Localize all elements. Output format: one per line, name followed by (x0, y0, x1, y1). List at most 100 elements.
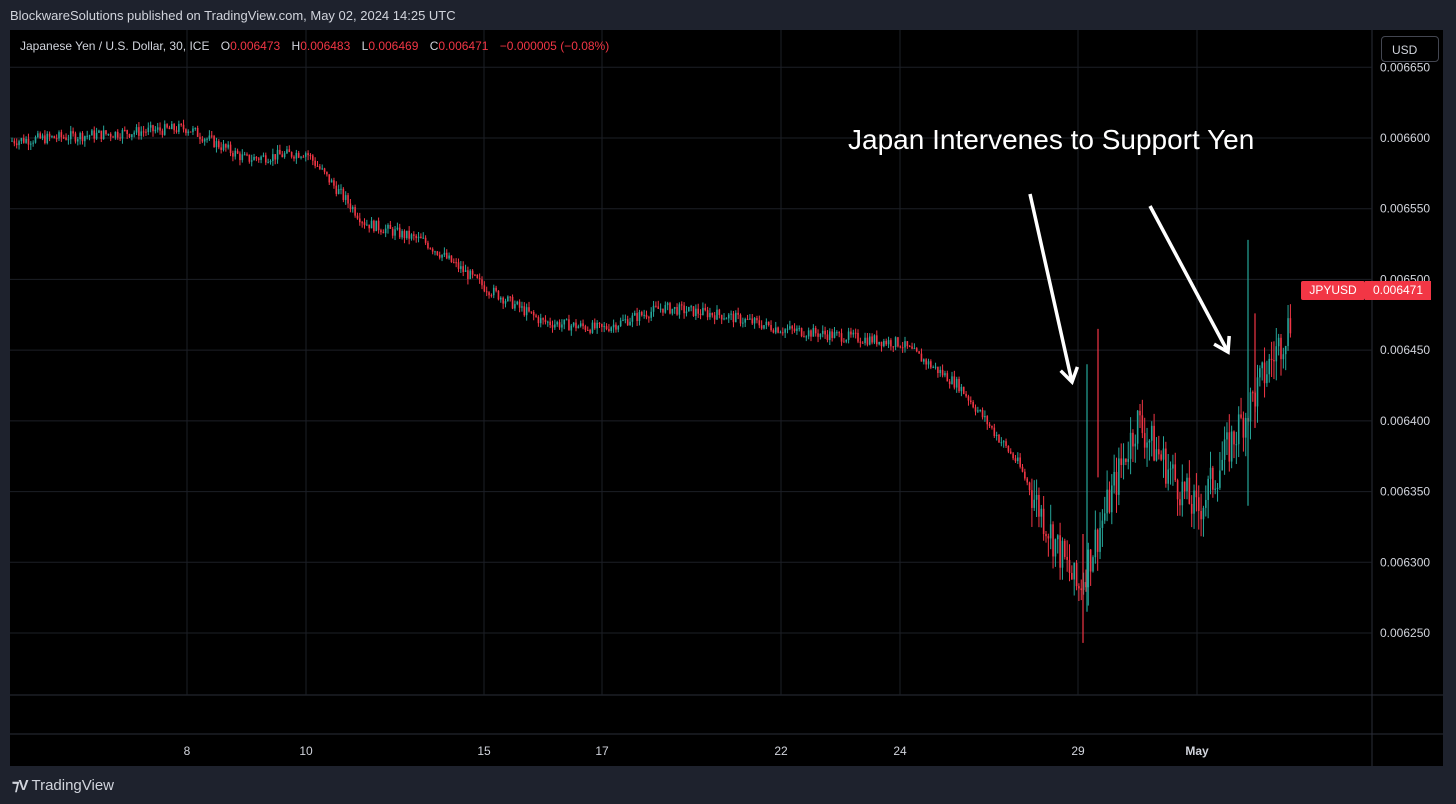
candle-body (250, 160, 253, 162)
candle-body (443, 252, 446, 255)
candle-body (185, 129, 187, 133)
candle-body (652, 305, 655, 312)
candle-body (1047, 536, 1050, 539)
candle-body (323, 168, 326, 172)
candle-body (974, 407, 977, 412)
candle-body (27, 138, 30, 145)
candle-body (199, 136, 201, 140)
candle-body (1120, 458, 1122, 466)
legend-open-label: O (220, 39, 231, 53)
candle-body (1005, 441, 1007, 446)
candle-body (528, 307, 530, 312)
candle-body (549, 321, 551, 326)
candle-body (189, 131, 192, 133)
candle-body (1179, 499, 1181, 506)
candle-body (1111, 485, 1113, 513)
candle-body (1256, 377, 1259, 407)
candle-body (53, 136, 56, 139)
candle-body (800, 328, 803, 337)
candle-body (1263, 362, 1266, 384)
candle-body (302, 156, 305, 158)
candle-body (739, 314, 742, 324)
candle-body (490, 295, 493, 297)
candle-body (662, 308, 664, 313)
candle-body (695, 308, 697, 316)
candle-body (225, 144, 227, 148)
candle-body (351, 207, 354, 210)
candle-body (1284, 346, 1287, 355)
candle-body (967, 396, 970, 401)
candle-body (138, 127, 140, 136)
candle-body (843, 341, 845, 343)
candle-body (1033, 499, 1036, 508)
candle-body (441, 254, 443, 258)
candle-body (669, 303, 671, 314)
candle-body (920, 353, 923, 362)
candle-body (737, 312, 739, 315)
candle-body (772, 330, 775, 333)
candle-body (474, 274, 476, 276)
candle-body (232, 152, 234, 157)
candle-body (1282, 354, 1285, 360)
x-tick-label: 24 (893, 744, 907, 758)
candle-body (304, 153, 307, 157)
candle-body (711, 312, 714, 316)
candle-body (718, 309, 721, 315)
candle-body (492, 287, 495, 296)
candle-body (220, 147, 222, 150)
candle-body (1270, 358, 1273, 361)
legend-close-value: 0.006471 (438, 39, 489, 53)
candle-body (316, 165, 319, 167)
x-tick-label: 8 (184, 744, 191, 758)
candle-body (1054, 539, 1057, 557)
candle-body (514, 304, 516, 309)
chart-frame[interactable]: 0.006650 0.006600 0.006550 0.006500 0.006450… (10, 30, 1443, 766)
candle-body (187, 131, 190, 133)
candle-body (782, 332, 784, 334)
x-tick-label: 22 (774, 744, 788, 758)
candle-body (899, 346, 902, 348)
x-tick-label: 10 (299, 744, 313, 758)
candle-body (831, 331, 833, 338)
candle-body (720, 314, 723, 320)
candle-body (1021, 466, 1024, 472)
tradingview-branding[interactable]: ⁊V TradingView (12, 776, 114, 794)
candle-body (102, 130, 105, 139)
candle-body (58, 132, 60, 139)
candle-body (683, 305, 685, 314)
candle-body (1221, 459, 1224, 471)
candle-body (965, 393, 967, 397)
candle-body (281, 154, 284, 158)
candle-body (1042, 508, 1045, 534)
candle-body (182, 124, 185, 130)
candle-body (697, 308, 699, 314)
candle-body (906, 341, 909, 347)
candle-body (455, 262, 457, 264)
candle-body (777, 327, 779, 333)
candle-body (368, 224, 370, 229)
price-chart[interactable]: 0.0066500.0066000.0065500.0065000.006450… (10, 30, 1443, 766)
candle-body (934, 366, 937, 368)
candle-body (1134, 443, 1137, 447)
candle-body (633, 313, 636, 316)
candle-body (1031, 490, 1033, 508)
candle-body (460, 266, 462, 269)
candle-body (192, 128, 194, 132)
candle-body (650, 311, 652, 318)
candle-body (791, 326, 793, 329)
candle-body (1200, 510, 1202, 520)
candle-body (923, 359, 925, 362)
candle-body (429, 248, 432, 250)
candle-body (558, 322, 561, 328)
candle-body (218, 141, 220, 148)
candle-body (742, 322, 744, 324)
currency-button[interactable]: USD (1381, 36, 1439, 62)
legend-change: −0.000005 (−0.08%) (499, 39, 610, 53)
candle-body (774, 327, 777, 333)
candle-body (436, 251, 439, 255)
y-tick-label: 0.006250 (1380, 626, 1430, 640)
candle-body (248, 154, 251, 162)
candle-body (1009, 451, 1012, 454)
candle-body (1261, 362, 1263, 369)
candle-body (1214, 488, 1216, 490)
